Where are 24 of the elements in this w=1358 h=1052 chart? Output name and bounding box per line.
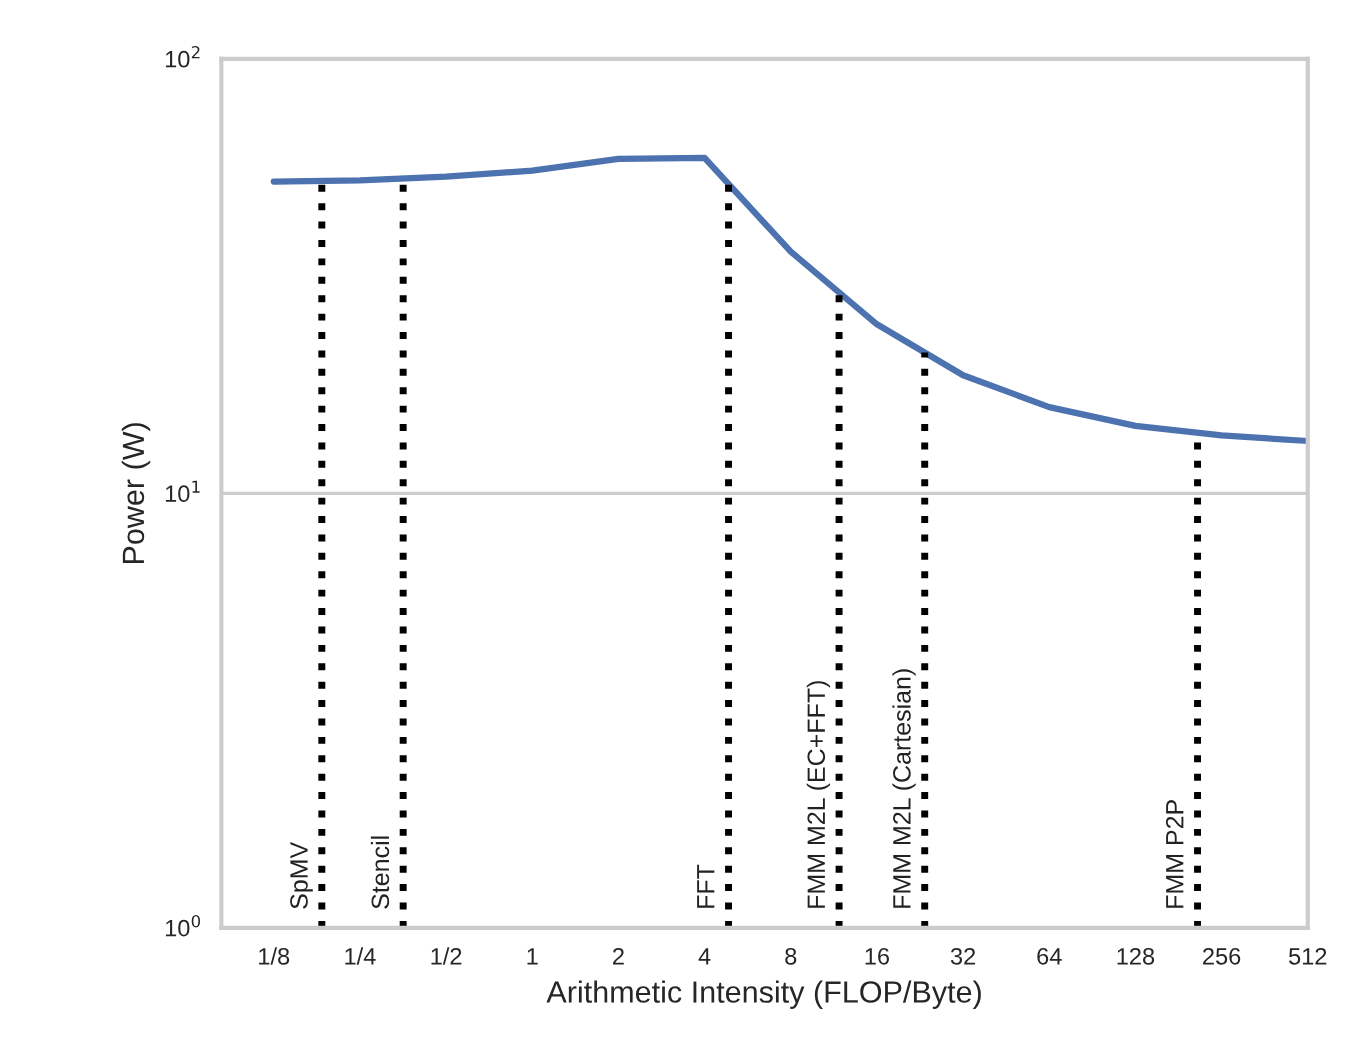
- ref-line-label: Stencil: [370, 836, 390, 909]
- x-tick-label: 4: [698, 948, 711, 965]
- ref-line-label: FMM M2L (Cartesian): [892, 669, 916, 908]
- y-tick-label: 10$^{2}$: [165, 45, 200, 68]
- ref-line-label: FMM M2L (EC+FFT): [806, 681, 831, 908]
- x-tick-label: 1: [527, 948, 538, 965]
- x-tick-label: 1/4: [345, 947, 376, 965]
- x-tick-label: 32: [950, 947, 976, 965]
- ref-line-label: FMM P2P: [1165, 800, 1184, 908]
- y-tick-label: 10$^{0}$: [165, 914, 201, 937]
- x-tick-label: 128: [1117, 947, 1155, 965]
- x-tick-label: 512: [1289, 947, 1327, 965]
- x-tick-label: 256: [1203, 947, 1241, 965]
- x-tick-label: 1/2: [431, 947, 462, 965]
- x-axis-title: Arithmetic Intensity (FLOP/Byte): [546, 980, 981, 1009]
- y-tick-label: 10$^{1}$: [165, 480, 200, 503]
- x-tick-label: 16: [865, 947, 890, 965]
- ref-line-label: SpMV: [290, 841, 313, 909]
- x-tick-label: 64: [1037, 947, 1062, 965]
- x-tick-label: 8: [785, 947, 797, 965]
- x-tick-label: 2: [613, 947, 624, 965]
- ref-line-label: FFT: [697, 864, 715, 908]
- x-tick-label: 1/8: [259, 947, 290, 965]
- y-axis-title: Power (W): [121, 423, 151, 564]
